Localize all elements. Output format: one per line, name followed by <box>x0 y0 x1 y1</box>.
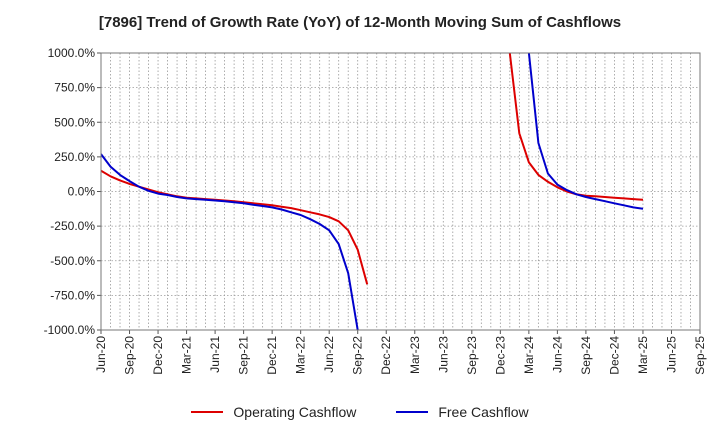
x-tick-label: Mar-23 <box>408 336 422 374</box>
y-tick-label: -250.0% <box>50 219 95 233</box>
x-tick-label: Dec-23 <box>493 336 507 375</box>
y-tick-label: 250.0% <box>54 150 95 164</box>
series-line-free-cashflow <box>101 153 359 330</box>
x-tick-label: Jun-25 <box>664 336 678 373</box>
x-tick-label: Dec-20 <box>151 336 165 375</box>
y-tick-label: 500.0% <box>54 115 95 129</box>
x-tick-label: Dec-22 <box>379 336 393 375</box>
x-tick-label: Sep-22 <box>351 336 365 375</box>
y-tick-label: -1000.0% <box>44 323 96 337</box>
legend: Operating Cashflow Free Cashflow <box>0 404 720 420</box>
x-tick-label: Sep-24 <box>579 336 593 375</box>
y-tick-label: 1000.0% <box>48 46 96 60</box>
x-tick-label: Dec-24 <box>607 336 621 375</box>
x-tick-label: Jun-23 <box>436 336 450 373</box>
x-tick-label: Sep-20 <box>123 336 137 375</box>
x-tick-label: Jun-20 <box>94 336 108 373</box>
legend-label-operating-cashflow: Operating Cashflow <box>233 404 357 420</box>
x-tick-label: Mar-25 <box>636 336 650 374</box>
legend-label-free-cashflow: Free Cashflow <box>438 404 529 420</box>
series-group <box>101 53 644 330</box>
x-tick-label: Jun-24 <box>550 336 564 373</box>
plot-area <box>101 53 700 330</box>
legend-item-free-cashflow: Free Cashflow <box>396 404 529 420</box>
y-tick-label: -750.0% <box>50 288 95 302</box>
x-tick-label: Mar-24 <box>522 336 536 374</box>
plot-border <box>100 52 701 331</box>
chart-title: [7896] Trend of Growth Rate (YoY) of 12-… <box>98 14 622 31</box>
x-tick-label: Mar-21 <box>180 336 194 374</box>
x-tick-label: Sep-21 <box>237 336 251 375</box>
x-tick-label: Sep-25 <box>693 336 707 375</box>
y-tick-label: 0.0% <box>68 185 96 199</box>
x-tick-label: Jun-22 <box>322 336 336 373</box>
y-tick-label: 750.0% <box>54 81 95 95</box>
x-tick-label: Jun-21 <box>208 336 222 373</box>
y-axis: 1000.0% 750.0% 500.0% 250.0% 0.0% -250.0% -500… <box>44 46 700 337</box>
x-tick-label: Mar-22 <box>294 336 308 374</box>
x-tick-label: Sep-23 <box>465 336 479 375</box>
y-tick-label: -500.0% <box>50 254 95 268</box>
legend-item-operating-cashflow: Operating Cashflow <box>191 404 356 420</box>
legend-swatch-operating-cashflow <box>191 411 224 413</box>
x-axis: Jun-20 Sep-20 Dec-20 Mar-21 Jun-21 Sep-21 Dec-… <box>94 330 707 375</box>
series-line-free-cashflow <box>527 53 644 210</box>
x-tick-label: Dec-21 <box>265 336 279 375</box>
legend-swatch-free-cashflow <box>396 411 429 413</box>
